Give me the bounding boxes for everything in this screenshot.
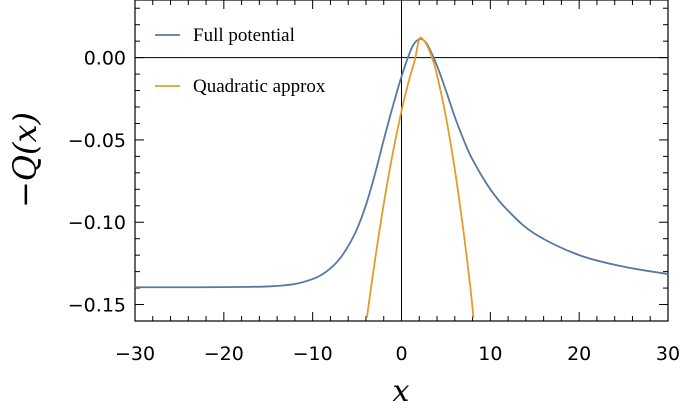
tick-marks <box>134 0 669 322</box>
x-tick-label: −20 <box>204 343 244 365</box>
x-tick-label: 30 <box>656 343 680 365</box>
x-axis-label: x <box>393 374 410 409</box>
legend-entry-label: Full potential <box>193 25 295 46</box>
series-line-quadratic-approx <box>365 36 475 318</box>
tick-labels: −30 −20 −10 0 10 20 30 0.00 −0.05 −0.10 −0.15 <box>68 48 680 365</box>
y-axis-label: −Q(x) <box>6 112 44 208</box>
legend: Full potential Quadratic approx <box>155 25 326 97</box>
series-line-full-potential <box>135 38 668 289</box>
y-tick-label: −0.05 <box>68 130 126 152</box>
x-tick-label: 10 <box>478 343 502 365</box>
x-tick-label: 20 <box>567 343 591 365</box>
y-tick-label: 0.00 <box>84 48 126 70</box>
series-group <box>135 36 668 318</box>
x-tick-label: −10 <box>293 343 333 365</box>
legend-entry-label: Quadratic approx <box>193 76 326 97</box>
reference-lines <box>135 0 668 321</box>
x-tick-label: −30 <box>115 343 155 365</box>
y-tick-label: −0.10 <box>68 212 126 234</box>
x-tick-label: 0 <box>395 343 407 365</box>
y-tick-label: −0.15 <box>68 295 126 317</box>
